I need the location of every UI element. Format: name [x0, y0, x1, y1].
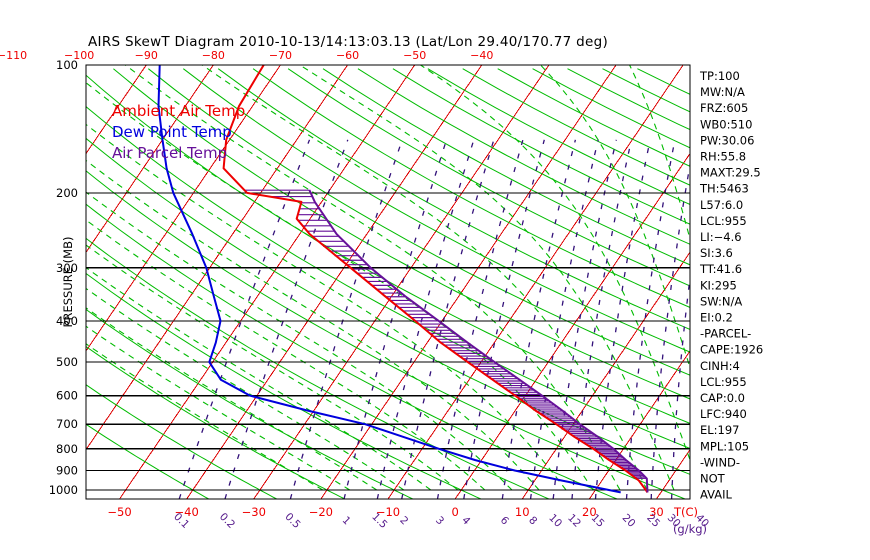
bottom-temp-tick-10: 10 — [515, 505, 530, 519]
index-mpl: MPL:105 — [700, 439, 749, 453]
bottom-temp-tick--50: −50 — [107, 505, 131, 519]
bottom-temp-tick-30: 30 — [649, 505, 664, 519]
pressure-tick-1000: 1000 — [49, 483, 78, 497]
index-el: EL:197 — [700, 423, 740, 437]
page-title: AIRS SkewT Diagram 2010-10-13/14:13:03.1… — [88, 34, 608, 50]
index-l57: L57:6.0 — [700, 198, 743, 212]
top-temp-tick--60: −60 — [336, 49, 359, 62]
top-temp-tick--90: −90 — [135, 49, 158, 62]
pressure-tick-600: 600 — [56, 389, 78, 403]
index-th: TH:5463 — [699, 182, 749, 196]
pressure-tick-100: 100 — [56, 58, 78, 72]
index-parameter-list: TP:100 MW:N/A FRZ:605 WB0:510 PW:30.06 RH:55.… — [699, 69, 763, 502]
plot-frame — [85, 64, 691, 500]
top-temp-tick--40: −40 — [470, 49, 493, 62]
index-wind-line1: NOT — [700, 472, 726, 486]
dewpoint-curve — [157, 65, 621, 494]
index-sw: SW:N/A — [700, 294, 742, 308]
index-ei: EI:0.2 — [700, 311, 733, 325]
bottom-temp-tick--10: −10 — [376, 505, 400, 519]
pressure-tick-700: 700 — [56, 417, 78, 431]
bottom-temp-tick-20: 20 — [582, 505, 597, 519]
pressure-tick-800: 800 — [56, 442, 78, 456]
x-axis-temp-unit: T(C) — [673, 505, 698, 519]
index-ki: KI:295 — [700, 278, 737, 292]
index-tp: TP:100 — [699, 69, 740, 83]
index-lcl_parcel: LCL:955 — [700, 375, 747, 389]
top-temp-tick--50: −50 — [403, 49, 426, 62]
index-lfc: LFC:940 — [700, 407, 747, 421]
temperature-curve — [222, 65, 649, 493]
index-parcel-header: -PARCEL- — [700, 327, 751, 341]
top-temp-tick--70: −70 — [269, 49, 292, 62]
index-cape: CAPE:1926 — [700, 343, 763, 357]
y-axis-label: PRESSURE (MB) — [61, 237, 75, 328]
bottom-temp-tick-0: 0 — [451, 505, 458, 519]
cape-hatched-region — [244, 189, 647, 479]
top-temp-tick--110: −110 — [0, 49, 27, 62]
parcel-curve — [308, 189, 649, 493]
index-wind-line2: AVAIL — [700, 488, 733, 502]
pressure-tick-300: 300 — [56, 261, 78, 275]
index-pw: PW:30.06 — [700, 133, 754, 147]
bottom-temp-tick--40: −40 — [175, 505, 199, 519]
pressure-tick-900: 900 — [56, 464, 78, 478]
index-rh: RH:55.8 — [700, 150, 746, 164]
legend-group: Ambient Air Temp Dew Point Temp Air Parcel… — [112, 102, 245, 162]
bottom-temp-tick--30: −30 — [242, 505, 266, 519]
index-li: LI:−4.6 — [700, 230, 742, 244]
sounding-curves — [157, 65, 649, 494]
index-mw: MW:N/A — [700, 85, 745, 99]
index-wind-header: -WIND- — [700, 455, 740, 469]
legend-label-temperature: Ambient Air Temp — [112, 102, 245, 120]
moist-adiabat-lines — [86, 65, 690, 491]
bottom-temp-tick--20: −20 — [309, 505, 333, 519]
dry-adiabat-lines — [86, 68, 690, 499]
index-cinh: CINH:4 — [700, 359, 740, 373]
index-maxt: MAXT:29.5 — [700, 166, 761, 180]
top-temp-tick--80: −80 — [202, 49, 225, 62]
index-tt: TT:41.6 — [699, 262, 742, 276]
x-axis-mixing-unit: (g/kg) — [673, 522, 707, 536]
index-si: SI:3.6 — [700, 246, 733, 260]
pressure-tick-500: 500 — [56, 355, 78, 369]
pressure-tick-400: 400 — [56, 314, 78, 328]
index-wb0: WB0:510 — [700, 117, 752, 131]
pressure-tick-200: 200 — [56, 186, 78, 200]
top-temp-tick--100: −100 — [64, 49, 94, 62]
isobar-lines — [86, 64, 690, 491]
legend-label-dewpoint: Dew Point Temp — [112, 123, 232, 141]
legend-label-parcel: Air Parcel Temp — [112, 144, 227, 162]
index-cap: CAP:0.0 — [700, 391, 745, 405]
index-frz: FRZ:605 — [700, 101, 748, 115]
index-lcl: LCL:955 — [700, 214, 747, 228]
